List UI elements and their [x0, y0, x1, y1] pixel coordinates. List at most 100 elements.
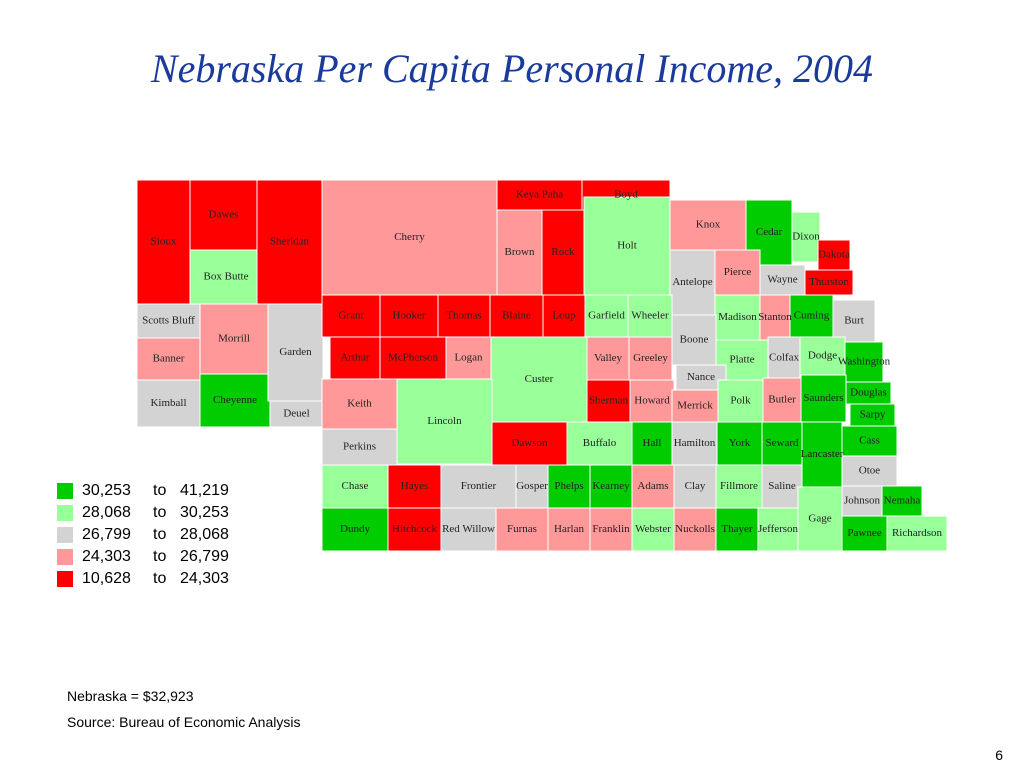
county-label: Banner: [153, 353, 185, 365]
county-label: Greeley: [633, 352, 668, 364]
county-label: Franklin: [592, 523, 630, 535]
county-label: Boone: [680, 334, 709, 346]
county-area: [440, 464, 517, 509]
legend-swatch: [57, 505, 73, 521]
county-label: Scotts Bluff: [142, 315, 195, 327]
county-area: [136, 337, 201, 381]
county-area: [496, 209, 543, 296]
county-area: [817, 239, 851, 271]
county-area: [321, 464, 389, 509]
county-area: [673, 464, 717, 509]
county-label: Blaine: [502, 310, 531, 322]
county-area: [321, 507, 389, 552]
county-label: Hamilton: [674, 437, 716, 449]
page-number: 6: [995, 747, 1003, 763]
map: Sioux Dawes Box Butte Sheridan Cherry Keya Pa…: [136, 179, 948, 552]
county-label: Washington: [838, 356, 891, 368]
county-label: Holt: [617, 240, 637, 252]
county-label: Dawson: [511, 437, 548, 449]
legend-to: 30,253: [180, 504, 229, 521]
county-label: Thomas: [446, 310, 481, 322]
county-area: [759, 264, 806, 296]
county-label: Pawnee: [847, 527, 881, 539]
county-label: Dodge: [808, 350, 837, 362]
county-area: [800, 374, 847, 423]
county-label: Frontier: [461, 480, 497, 492]
county-label: Sioux: [151, 236, 177, 248]
county-area: [832, 299, 876, 343]
county-area: [490, 336, 588, 423]
county-area: [495, 507, 549, 552]
county-area: [589, 507, 633, 552]
county-label: Johnson: [844, 495, 881, 507]
county-area: [321, 378, 398, 430]
county-label: Saunders: [803, 392, 843, 404]
county-area: [767, 336, 801, 380]
county-label: Gosper: [516, 480, 548, 492]
county-label: Nuckolls: [675, 523, 715, 535]
county-label: Sherman: [589, 395, 629, 407]
county-area: [515, 464, 549, 509]
legend-word: to: [153, 526, 166, 543]
legend-swatch: [57, 483, 73, 499]
county-label: Hitchcock: [392, 523, 438, 535]
county-label: Dawes: [209, 209, 239, 221]
county-label: Pierce: [724, 266, 752, 278]
county-area: [440, 507, 497, 552]
county-area: [267, 303, 324, 402]
county-area: [189, 249, 263, 305]
county-area: [321, 294, 381, 338]
county-area: [789, 294, 834, 338]
county-area: [714, 249, 761, 296]
legend-from: 28,068: [82, 504, 131, 521]
legend-to: 41,219: [180, 482, 229, 499]
county-label: Stanton: [758, 311, 792, 323]
legend-from: 10,628: [82, 570, 131, 587]
county-label: Perkins: [343, 441, 376, 453]
county-label: Howard: [634, 395, 670, 407]
county-label: Wayne: [767, 274, 797, 286]
county-label: Custer: [525, 373, 554, 385]
county-label: Keya Paha: [516, 189, 563, 201]
county-label: Chase: [342, 480, 369, 492]
county-label: Garfield: [588, 310, 625, 322]
county-area: [136, 303, 201, 339]
county-label: York: [729, 437, 751, 449]
legend-to: 28,068: [180, 526, 229, 543]
county-label: Burt: [844, 315, 864, 327]
county-label: Cherry: [394, 231, 425, 243]
county-area: [715, 464, 763, 509]
legend-word: to: [153, 504, 166, 521]
county-label: Furnas: [507, 523, 537, 535]
county-label: Lancaster: [801, 448, 844, 460]
county-area: [844, 341, 884, 383]
county-area: [841, 425, 898, 457]
county-label: Rock: [551, 246, 575, 258]
county-label: Nance: [687, 371, 715, 383]
legend-word: to: [153, 570, 166, 587]
county-label: Butler: [768, 394, 796, 406]
county-label: Seward: [766, 437, 799, 449]
county-area: [491, 421, 568, 466]
county-label: Cuming: [794, 310, 830, 322]
county-label: Platte: [729, 354, 754, 366]
county-label: Cedar: [756, 226, 783, 238]
source: Source: Bureau of Economic Analysis: [67, 714, 300, 730]
county-label: Hooker: [393, 310, 426, 322]
county-area: [136, 179, 191, 305]
county-label: Adams: [637, 480, 668, 492]
county-label: Phelps: [554, 480, 583, 492]
county-label: Douglas: [850, 387, 887, 399]
legend-from: 24,303: [82, 548, 131, 565]
county-label: Buffalo: [583, 437, 617, 449]
county-label: Sheridan: [270, 236, 310, 248]
county-area: [791, 211, 821, 263]
county-label: Madison: [718, 311, 757, 323]
legend-word: to: [153, 548, 166, 565]
county-area: [586, 379, 631, 423]
county-area: [628, 336, 673, 381]
county-label: Hall: [643, 437, 662, 449]
county-area: [801, 421, 843, 488]
county-label: Hayes: [401, 480, 429, 492]
